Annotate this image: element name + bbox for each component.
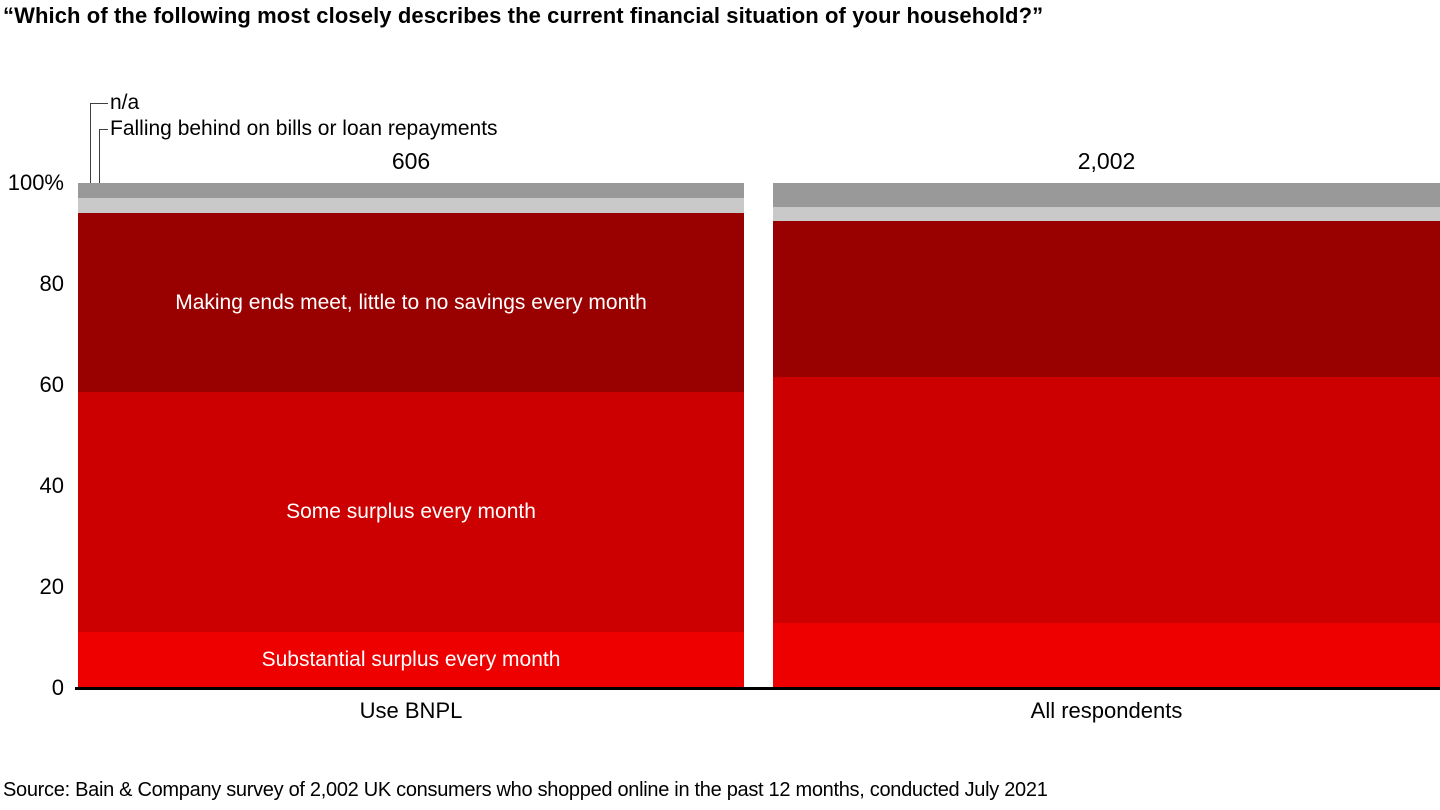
segment-falling-behind-on-bills-or-loan-repayments-use-bnpl — [78, 198, 744, 214]
y-axis-tick-60: 60 — [39, 372, 64, 397]
bar-all-respondents — [773, 183, 1440, 688]
y-axis-tick-0: 0 — [51, 675, 64, 700]
bar-use-bnpl: Making ends meet, little to no savings e… — [78, 183, 744, 688]
segment-some-surplus-every-month-all-respondents — [773, 376, 1440, 623]
y-axis-tick-40: 40 — [39, 473, 64, 498]
na-leader-line-horizontal — [90, 103, 108, 104]
segment-substantial-surplus-every-month-all-respondents — [773, 622, 1440, 688]
annotation-na-label: n/a — [110, 91, 140, 114]
category-label-all-respondents: All respondents — [1030, 698, 1183, 723]
segment-falling-behind-on-bills-or-loan-repayments-all-respondents — [773, 206, 1440, 221]
segment-substantial-surplus-every-month-use-bnpl: Substantial surplus every month — [78, 631, 744, 688]
x-axis-line — [75, 687, 1440, 690]
sample-size-label-all-respondents: 2,002 — [1077, 148, 1136, 174]
sample-size-label-use-bnpl: 606 — [391, 148, 431, 174]
y-axis-tick-20: 20 — [39, 574, 64, 599]
y-axis-tick-100: 100% — [7, 170, 64, 195]
falling-behind-leader-line-horizontal — [99, 129, 108, 130]
annotation-falling-behind-label: Falling behind on bills or loan repaymen… — [110, 117, 498, 140]
segment-label-making-ends-meet-little-to-no-savings-every-month: Making ends meet, little to no savings e… — [175, 290, 647, 314]
segment-label-some-surplus-every-month: Some surplus every month — [286, 499, 536, 523]
segment-making-ends-meet-little-to-no-savings-every-month-use-bnpl: Making ends meet, little to no savings e… — [78, 213, 744, 393]
na-leader-line-vertical — [90, 103, 91, 191]
chart-title: “Which of the following most closely des… — [3, 3, 1044, 28]
segment-making-ends-meet-little-to-no-savings-every-month-all-respondents — [773, 220, 1440, 377]
falling-behind-leader-line-vertical — [99, 129, 100, 206]
source-note: Source: Bain & Company survey of 2,002 U… — [3, 779, 1048, 801]
y-axis-tick-80: 80 — [39, 271, 64, 296]
segment-n-a-all-respondents — [773, 183, 1440, 207]
segment-some-surplus-every-month-use-bnpl: Some surplus every month — [78, 392, 744, 632]
segment-n-a-use-bnpl — [78, 183, 744, 199]
segment-label-substantial-surplus-every-month: Substantial surplus every month — [261, 647, 561, 671]
category-label-use-bnpl: Use BNPL — [359, 698, 463, 723]
